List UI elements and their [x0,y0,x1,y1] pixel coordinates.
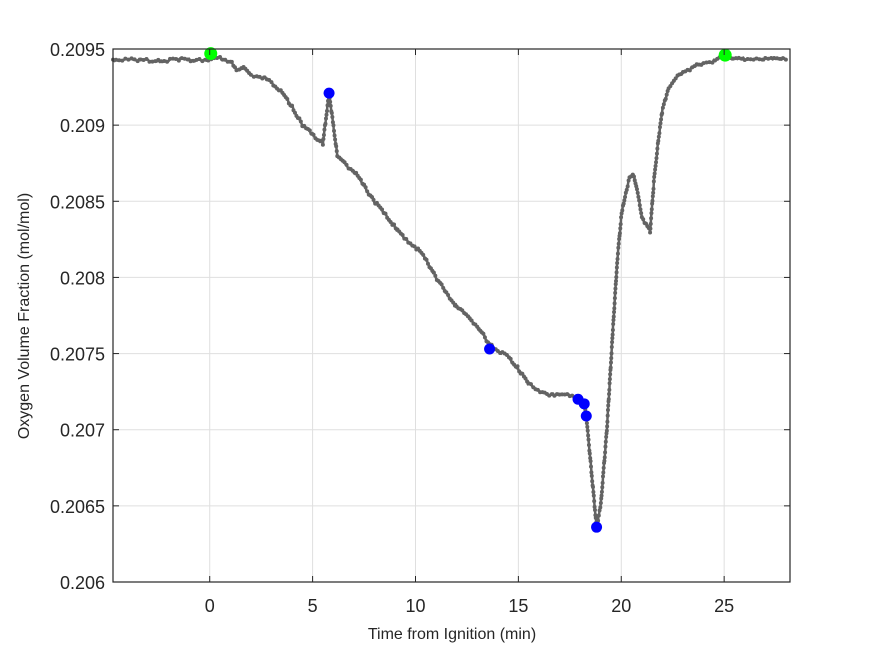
grid-lines [113,49,790,582]
y-tick-label: 0.207 [60,421,105,441]
y-tick-label: 0.2095 [50,40,105,60]
blue-marker [578,398,590,410]
x-tick-label: 5 [308,596,318,616]
data-markers [204,47,732,533]
blue-marker [484,343,496,355]
y-tick-label: 0.2085 [50,192,105,212]
data-line [111,53,788,531]
axis-ticks [113,48,790,583]
blue-marker [323,87,335,99]
y-tick-label: 0.2065 [50,497,105,517]
green-marker [718,48,732,62]
y-axis-label: Oxygen Volume Fraction (mol/mol) [16,193,33,439]
y-tick-label: 0.208 [60,268,105,288]
x-tick-label: 25 [714,596,734,616]
x-tick-label: 10 [405,596,425,616]
y-tick-label: 0.206 [60,573,105,593]
y-tick-label: 0.2075 [50,345,105,365]
axes-box [112,48,791,583]
plot-area [111,47,791,583]
blue-marker [591,521,603,533]
x-tick-label: 0 [205,596,215,616]
x-axis-label: Time from Ignition (min) [368,626,536,643]
blue-marker [580,410,592,422]
x-tick-label: 15 [508,596,528,616]
y-axis-tick-labels: 0.206 0.2065 0.207 0.2075 0.208 0.2085 0.209 0.… [50,40,105,593]
x-axis-tick-labels: 0 5 10 15 20 25 [205,596,734,616]
x-tick-label: 20 [611,596,631,616]
y-tick-label: 0.209 [60,116,105,136]
green-marker [204,47,218,61]
